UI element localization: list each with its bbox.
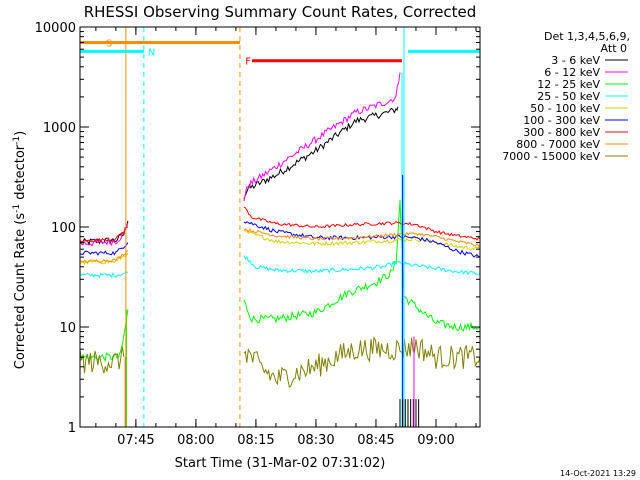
x-tick-label-3: 08:30 bbox=[297, 433, 334, 448]
flag-label-1: N bbox=[148, 47, 155, 58]
timestamp: 14-Oct-2021 13:29 bbox=[560, 469, 636, 478]
legend-label-0: 3 - 6 keV bbox=[551, 54, 600, 67]
legend-header-detectors: Det 1,3,4,5,6,9, bbox=[544, 30, 630, 43]
legend-label-5: 100 - 300 keV bbox=[523, 114, 600, 127]
y-axis-label: Corrected Count Rate (s-1 detector-1) bbox=[12, 131, 28, 369]
chart-title: RHESSI Observing Summary Count Rates, Co… bbox=[84, 3, 477, 21]
series-group bbox=[80, 27, 480, 427]
legend-label-6: 300 - 800 keV bbox=[523, 126, 600, 139]
x-tick-label-0: 07:45 bbox=[117, 433, 154, 448]
flag-label-3: F bbox=[245, 57, 251, 68]
series-line-4 bbox=[80, 229, 480, 266]
plot-area: S N F bbox=[80, 27, 480, 427]
axes: 07:45 08:00 08:15 08:30 08:45 09:00 1 10 100 1000… bbox=[35, 21, 481, 448]
flag-label-0: S bbox=[106, 38, 112, 49]
y-tick-label-1: 10 bbox=[59, 321, 76, 336]
legend-label-7: 800 - 7000 keV bbox=[516, 138, 600, 151]
legend-label-2: 12 - 25 keV bbox=[537, 78, 600, 91]
y-tick-label-3: 1000 bbox=[43, 121, 76, 136]
y-tick-label-4: 10000 bbox=[35, 21, 76, 36]
legend-label-8: 7000 - 15000 keV bbox=[502, 150, 600, 163]
legend-label-1: 6 - 12 keV bbox=[544, 66, 600, 79]
y-tick-label-2: 100 bbox=[51, 221, 76, 236]
y-tick-label-0: 1 bbox=[68, 421, 76, 436]
x-tick-label-2: 08:15 bbox=[237, 433, 274, 448]
series-line-1 bbox=[80, 72, 401, 247]
x-tick-label-5: 09:00 bbox=[417, 433, 454, 448]
series-line-6 bbox=[80, 206, 480, 243]
legend-label-4: 50 - 100 keV bbox=[530, 102, 600, 115]
x-tick-label-4: 08:45 bbox=[357, 433, 394, 448]
series-line-7 bbox=[80, 228, 480, 264]
legend-header-attenuator: Att 0 bbox=[601, 42, 627, 55]
x-tick-label-1: 08:00 bbox=[177, 433, 214, 448]
x-axis-label: Start Time (31-Mar-02 07:31:02) bbox=[175, 456, 386, 471]
series-line-8 bbox=[80, 336, 480, 388]
legend-label-3: 25 - 50 keV bbox=[537, 90, 600, 103]
series-line-3 bbox=[80, 255, 480, 279]
